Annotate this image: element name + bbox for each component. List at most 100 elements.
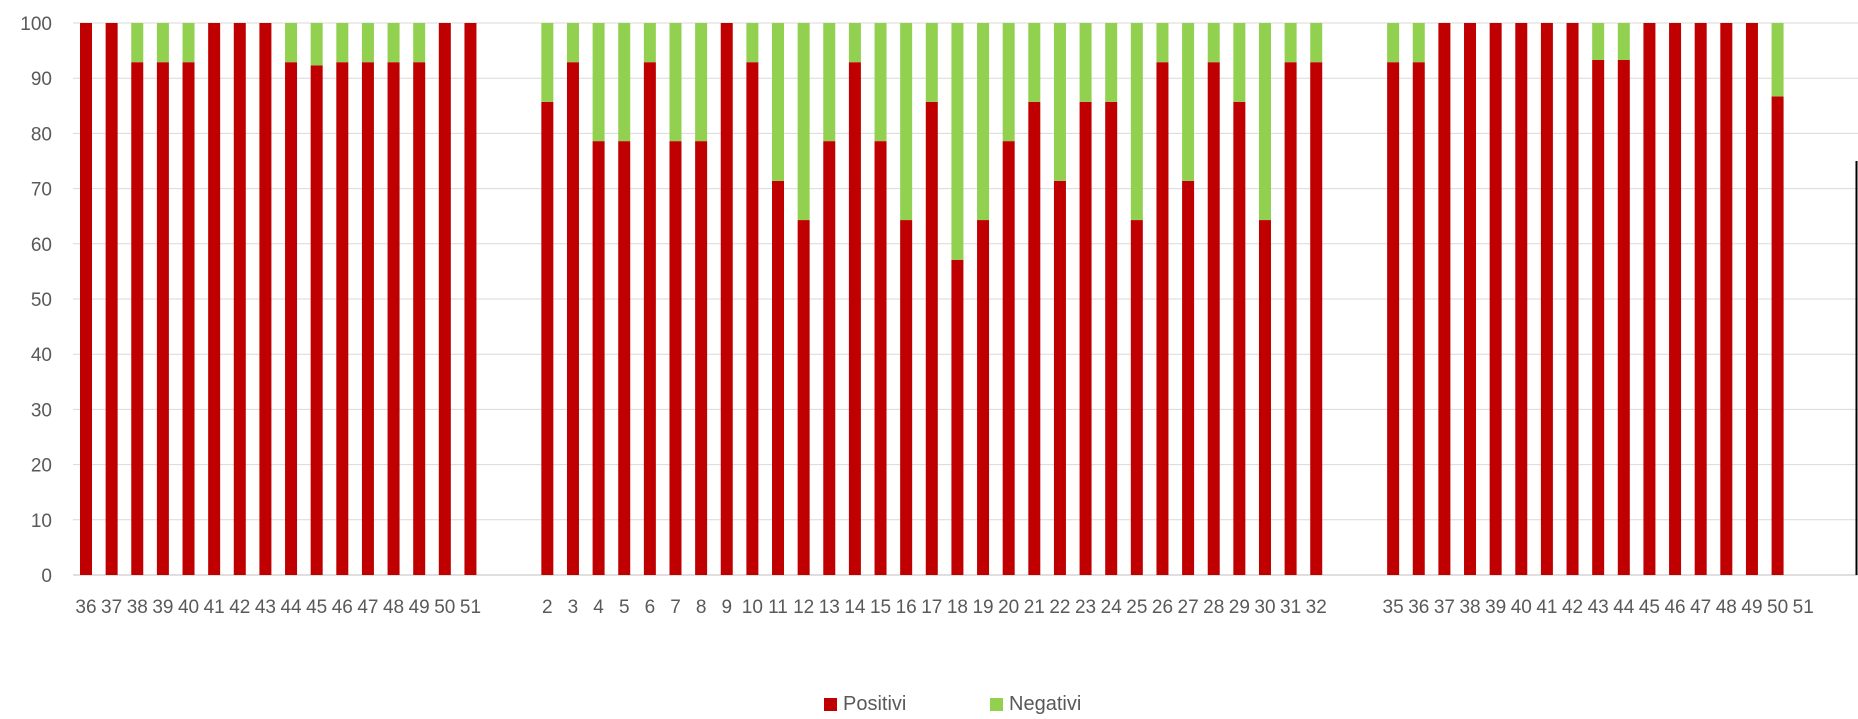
x-tick-label: 32 — [1306, 597, 1327, 618]
x-tick-label: 27 — [1178, 597, 1199, 618]
bar-negativi — [1079, 23, 1092, 102]
bar-negativi — [592, 23, 605, 142]
bar-negativi — [566, 23, 579, 63]
x-tick-label: 35 — [1383, 597, 1404, 618]
bar-positivi — [1617, 59, 1630, 575]
x-tick-label: 38 — [127, 597, 148, 618]
y-tick-label: 70 — [31, 180, 52, 201]
bar-negativi — [695, 23, 708, 142]
x-tick-label: 20 — [998, 597, 1019, 618]
bar-positivi — [156, 62, 169, 575]
x-tick-label: 49 — [409, 597, 430, 618]
x-tick-label: 50 — [1767, 597, 1788, 618]
bar-positivi — [1079, 101, 1092, 575]
bar-negativi — [413, 23, 426, 63]
x-tick-label: 39 — [152, 597, 173, 618]
x-tick-label: 36 — [1408, 597, 1429, 618]
bar-positivi — [182, 62, 195, 575]
bar-positivi — [1130, 220, 1143, 575]
bar-negativi — [336, 23, 349, 63]
x-tick-label: 18 — [947, 597, 968, 618]
bar-negativi — [1310, 23, 1323, 63]
bar-positivi — [1566, 23, 1579, 575]
bar-positivi — [105, 23, 118, 575]
x-tick-label: 43 — [255, 597, 276, 618]
bar-positivi — [541, 101, 554, 575]
x-tick-label: 2 — [542, 597, 553, 618]
bar-negativi — [772, 23, 785, 181]
bar-negativi — [669, 23, 682, 142]
bar-positivi — [336, 62, 349, 575]
x-tick-label: 15 — [870, 597, 891, 618]
bar-positivi — [1540, 23, 1553, 575]
legend-item-negativi: Negativi — [990, 693, 1081, 716]
x-tick-label: 44 — [280, 597, 302, 618]
y-tick-label: 40 — [31, 345, 52, 366]
x-tick-label: 23 — [1075, 597, 1096, 618]
bar-positivi — [1771, 96, 1784, 575]
bar-positivi — [80, 23, 92, 575]
x-tick-label: 50 — [434, 597, 455, 618]
bar-positivi — [259, 23, 272, 575]
bar-negativi — [797, 23, 810, 221]
x-tick-label: 37 — [1434, 597, 1455, 618]
bars — [80, 23, 1858, 576]
bar-positivi — [1028, 101, 1041, 575]
bar-positivi — [285, 62, 298, 575]
bar-positivi — [233, 23, 246, 575]
bar-positivi — [310, 65, 323, 575]
bar-positivi — [1592, 59, 1605, 575]
x-tick-label: 37 — [101, 597, 122, 618]
bar-negativi — [1105, 23, 1118, 102]
bar-positivi — [951, 259, 964, 575]
x-tick-label: 29 — [1229, 597, 1250, 618]
bar-negativi — [925, 23, 938, 102]
y-tick-label: 100 — [20, 14, 52, 35]
bar-positivi — [618, 141, 631, 576]
x-axis: 36 37 38 39 40 41 42 43 44 45 46 47 48 49 50 51 2 3 4 5 6 7 8 9… — [75, 597, 1813, 618]
bar-negativi — [1233, 23, 1246, 102]
x-tick-label: 11 — [768, 597, 788, 618]
legend: Positivi Negativi — [0, 693, 1858, 719]
bar-positivi — [438, 23, 451, 575]
bar-positivi — [1489, 23, 1502, 575]
y-tick-label: 80 — [31, 124, 52, 145]
x-tick-label: 21 — [1024, 597, 1045, 618]
bar-positivi — [1694, 23, 1707, 575]
x-tick-label: 46 — [332, 597, 353, 618]
x-tick-label: 28 — [1203, 597, 1224, 618]
bar-positivi — [772, 180, 785, 575]
x-tick-label: 24 — [1101, 597, 1123, 618]
bar-positivi — [131, 62, 144, 575]
bar-negativi — [1002, 23, 1015, 142]
bar-positivi — [1284, 62, 1297, 575]
bar-negativi — [1182, 23, 1195, 181]
bar-negativi — [951, 23, 964, 260]
bar-negativi — [643, 23, 656, 63]
x-tick-label: 12 — [793, 597, 814, 618]
bar-negativi — [1028, 23, 1041, 102]
bar-positivi — [1258, 220, 1271, 575]
x-tick-label: 16 — [896, 597, 917, 618]
bar-negativi — [310, 23, 323, 66]
bar-negativi — [900, 23, 913, 221]
x-tick-label: 3 — [568, 597, 579, 618]
bar-positivi — [746, 62, 759, 575]
x-tick-label: 48 — [1716, 597, 1737, 618]
x-tick-label: 39 — [1485, 597, 1506, 618]
bar-positivi — [1105, 101, 1118, 575]
bar-positivi — [566, 62, 579, 575]
legend-label-negativi: Negativi — [1009, 693, 1082, 715]
x-tick-label: 25 — [1126, 597, 1147, 618]
bar-negativi — [874, 23, 887, 142]
bar-negativi — [848, 23, 861, 63]
bar-positivi — [1412, 62, 1425, 575]
bar-positivi — [797, 220, 810, 575]
bar-negativi — [1130, 23, 1143, 221]
bar-negativi — [823, 23, 836, 142]
bar-positivi — [823, 141, 836, 576]
bar-positivi — [208, 23, 221, 575]
bar-positivi — [1464, 23, 1477, 575]
bar-positivi — [1207, 62, 1220, 575]
